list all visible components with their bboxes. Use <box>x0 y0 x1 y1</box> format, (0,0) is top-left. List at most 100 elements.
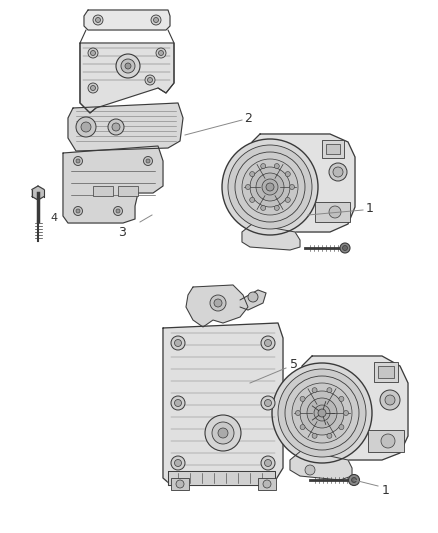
Circle shape <box>76 159 80 163</box>
Polygon shape <box>84 10 170 30</box>
Polygon shape <box>186 285 248 327</box>
Polygon shape <box>63 146 163 223</box>
Circle shape <box>210 295 226 311</box>
Circle shape <box>261 205 266 211</box>
Circle shape <box>333 167 343 177</box>
Circle shape <box>248 292 258 302</box>
Circle shape <box>285 172 290 176</box>
Circle shape <box>174 400 181 407</box>
Circle shape <box>121 59 135 73</box>
Bar <box>322 140 344 158</box>
Circle shape <box>125 63 131 69</box>
Bar <box>368 430 404 452</box>
Text: 4: 4 <box>50 213 57 223</box>
Polygon shape <box>242 224 300 250</box>
Circle shape <box>265 459 272 466</box>
Circle shape <box>222 139 318 235</box>
Circle shape <box>343 246 347 251</box>
Circle shape <box>76 117 96 137</box>
Circle shape <box>205 415 241 451</box>
Polygon shape <box>163 323 283 485</box>
Circle shape <box>171 456 185 470</box>
Text: 3: 3 <box>118 225 126 238</box>
Circle shape <box>176 480 184 488</box>
Bar <box>258 478 276 490</box>
Circle shape <box>171 336 185 350</box>
Circle shape <box>300 425 305 430</box>
Circle shape <box>285 197 290 203</box>
Bar <box>315 202 350 222</box>
Circle shape <box>272 363 372 463</box>
Circle shape <box>261 456 275 470</box>
Circle shape <box>274 205 279 211</box>
Circle shape <box>329 163 347 181</box>
Circle shape <box>265 340 272 346</box>
Circle shape <box>148 77 152 83</box>
Circle shape <box>314 405 330 421</box>
Circle shape <box>144 157 152 166</box>
Circle shape <box>95 18 100 22</box>
Circle shape <box>312 387 317 393</box>
Circle shape <box>274 164 279 168</box>
Polygon shape <box>252 134 355 232</box>
Circle shape <box>385 395 395 405</box>
Circle shape <box>296 410 300 416</box>
Text: 5: 5 <box>290 359 298 372</box>
Circle shape <box>318 409 326 417</box>
Bar <box>118 186 138 196</box>
Circle shape <box>91 85 95 91</box>
Circle shape <box>250 172 255 176</box>
Bar <box>326 144 340 154</box>
Circle shape <box>242 159 298 215</box>
Circle shape <box>218 428 228 438</box>
Circle shape <box>262 179 278 195</box>
Circle shape <box>81 122 91 132</box>
Circle shape <box>153 18 159 22</box>
Circle shape <box>290 184 294 190</box>
Circle shape <box>380 390 400 410</box>
Circle shape <box>116 54 140 78</box>
Circle shape <box>174 459 181 466</box>
Polygon shape <box>240 290 266 310</box>
Circle shape <box>93 15 103 25</box>
Circle shape <box>151 15 161 25</box>
Circle shape <box>146 159 150 163</box>
Circle shape <box>339 397 344 401</box>
Circle shape <box>263 480 271 488</box>
Circle shape <box>300 397 305 401</box>
Text: 1: 1 <box>382 483 390 497</box>
Circle shape <box>381 434 395 448</box>
Circle shape <box>112 123 120 131</box>
Circle shape <box>74 206 82 215</box>
Circle shape <box>305 465 315 475</box>
Bar <box>93 186 113 196</box>
Circle shape <box>261 396 275 410</box>
Circle shape <box>340 243 350 253</box>
Circle shape <box>300 391 344 435</box>
Circle shape <box>214 299 222 307</box>
Circle shape <box>266 183 274 191</box>
Text: 2: 2 <box>244 111 252 125</box>
Circle shape <box>256 173 284 201</box>
Circle shape <box>171 396 185 410</box>
Circle shape <box>156 48 166 58</box>
Circle shape <box>212 422 234 444</box>
Circle shape <box>88 83 98 93</box>
Circle shape <box>352 478 357 482</box>
Circle shape <box>327 433 332 438</box>
Circle shape <box>343 410 349 416</box>
Bar <box>374 362 398 382</box>
Bar <box>378 366 394 378</box>
Circle shape <box>108 119 124 135</box>
Circle shape <box>74 157 82 166</box>
Circle shape <box>228 145 312 229</box>
Circle shape <box>76 209 80 213</box>
Circle shape <box>250 197 255 203</box>
Circle shape <box>174 340 181 346</box>
Circle shape <box>261 336 275 350</box>
Circle shape <box>292 383 352 443</box>
Circle shape <box>329 206 341 218</box>
Circle shape <box>159 51 163 55</box>
Polygon shape <box>68 103 183 151</box>
Circle shape <box>88 48 98 58</box>
